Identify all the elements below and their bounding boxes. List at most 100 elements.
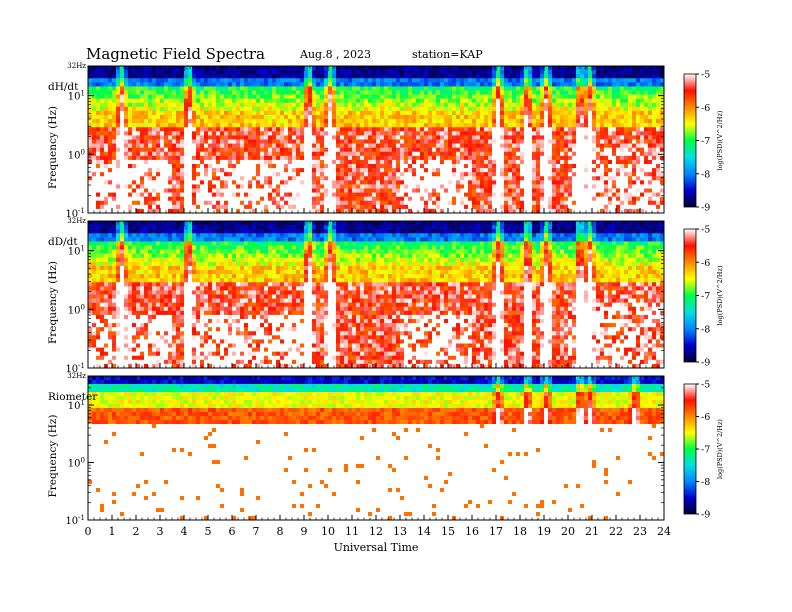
spectrogram-cell xyxy=(140,139,145,144)
spectrogram-cell xyxy=(448,115,453,120)
spectrogram-cell xyxy=(340,102,345,108)
spectrogram-cell xyxy=(320,188,325,193)
spectrogram-cell xyxy=(364,135,369,140)
spectrogram-cell xyxy=(288,106,293,112)
spectrogram-cell xyxy=(460,188,465,193)
spectrogram-cell xyxy=(236,139,241,144)
spectrogram-cell xyxy=(432,127,437,132)
spectrogram-cell xyxy=(376,139,381,144)
spectrogram-cell xyxy=(260,135,265,140)
spectrogram-cell xyxy=(116,82,121,87)
spectrogram-cell xyxy=(364,127,369,132)
spectrogram-cell xyxy=(568,155,573,161)
spectrogram-cell xyxy=(208,66,213,71)
spectrogram-cell xyxy=(420,102,425,108)
spectrogram-cell xyxy=(564,94,569,99)
spectrogram-cell xyxy=(544,164,549,169)
spectrogram-cell xyxy=(596,180,601,185)
spectrogram-cell xyxy=(632,176,637,181)
spectrogram-cell xyxy=(492,208,497,214)
spectrogram-cell xyxy=(380,176,385,181)
spectrogram-cell xyxy=(540,164,545,169)
spectrogram-cell xyxy=(596,78,601,83)
spectrogram-cell xyxy=(332,184,337,189)
spectrogram-cell xyxy=(228,188,233,193)
spectrogram-cell xyxy=(284,78,289,83)
spectrogram-cell xyxy=(200,192,205,197)
spectrogram-cell xyxy=(328,66,333,71)
spectrogram-cell xyxy=(336,188,341,193)
spectrogram-cell xyxy=(532,131,537,136)
spectrogram-cell xyxy=(332,180,337,185)
spectrogram-cell xyxy=(96,74,101,79)
spectrogram-cell xyxy=(312,200,317,206)
spectrogram-cell xyxy=(220,204,225,210)
spectrogram-cell xyxy=(208,151,213,157)
spectrogram-cell xyxy=(500,155,505,161)
spectrogram-cell xyxy=(176,115,181,120)
spectrogram-cell xyxy=(156,127,161,132)
spectrogram-cell xyxy=(608,70,613,75)
spectrogram-cell xyxy=(560,131,565,136)
spectrogram-cell xyxy=(316,139,321,144)
spectrogram-cell xyxy=(368,106,373,112)
spectrogram-cell xyxy=(544,143,549,148)
spectrogram-cell xyxy=(244,164,249,169)
spectrogram-cell xyxy=(584,127,589,132)
spectrogram-cell xyxy=(640,74,645,79)
spectrogram-cell xyxy=(132,66,137,71)
spectrogram-cell xyxy=(112,135,117,140)
spectrogram-cell xyxy=(640,143,645,148)
spectrogram-cell xyxy=(444,155,449,161)
spectrogram-cell xyxy=(104,168,109,173)
spectrogram-cell xyxy=(88,123,93,128)
spectrogram-cell xyxy=(508,164,513,169)
spectrogram-cell xyxy=(440,127,445,132)
spectrogram-cell xyxy=(592,180,597,185)
spectrogram-cell xyxy=(340,151,345,157)
spectrogram-cell xyxy=(232,106,237,112)
spectrogram-cell xyxy=(432,176,437,181)
spectrogram-cell xyxy=(476,196,481,202)
spectrogram-cell xyxy=(208,200,213,206)
spectrogram-cell xyxy=(144,119,149,124)
spectrogram-cell xyxy=(188,119,193,124)
spectrogram-cell xyxy=(388,176,393,181)
spectrogram-cell xyxy=(428,155,433,161)
spectrogram-cell xyxy=(140,159,145,165)
spectrogram-cell xyxy=(188,139,193,144)
spectrogram-cell xyxy=(216,208,221,214)
spectrogram-cell xyxy=(588,172,593,177)
spectrogram-cell xyxy=(212,204,217,210)
spectrogram-cell xyxy=(396,70,401,75)
spectrogram-cell xyxy=(520,66,525,71)
spectrogram-cell xyxy=(636,123,641,128)
spectrogram-cell xyxy=(360,123,365,128)
spectrogram-cell xyxy=(236,176,241,181)
spectrogram-cell xyxy=(556,180,561,185)
spectrogram-cell xyxy=(552,192,557,197)
spectrogram-cell xyxy=(608,147,613,153)
spectrogram-cell xyxy=(496,123,501,128)
spectrogram-cell xyxy=(632,90,637,95)
spectrogram-cell xyxy=(160,110,165,116)
spectrogram-cell xyxy=(120,82,125,87)
spectrogram-cell xyxy=(600,74,605,79)
spectrogram-cell xyxy=(484,192,489,197)
spectrogram-cell xyxy=(516,90,521,95)
spectrogram-cell xyxy=(572,131,577,136)
spectrogram-cell xyxy=(528,106,533,112)
spectrogram-cell xyxy=(268,123,273,128)
spectrogram-cell xyxy=(604,115,609,120)
spectrogram-cell xyxy=(420,110,425,116)
spectrogram-cell xyxy=(168,94,173,99)
spectrogram-cell xyxy=(288,90,293,95)
spectrogram-cell xyxy=(468,204,473,210)
spectrogram-cell xyxy=(500,147,505,153)
spectrogram-cell xyxy=(600,70,605,75)
spectrogram-cell xyxy=(468,184,473,189)
spectrogram-cell xyxy=(280,208,285,214)
spectrogram-cell xyxy=(284,176,289,181)
spectrogram-cell xyxy=(156,188,161,193)
spectrogram-cell xyxy=(172,155,177,161)
